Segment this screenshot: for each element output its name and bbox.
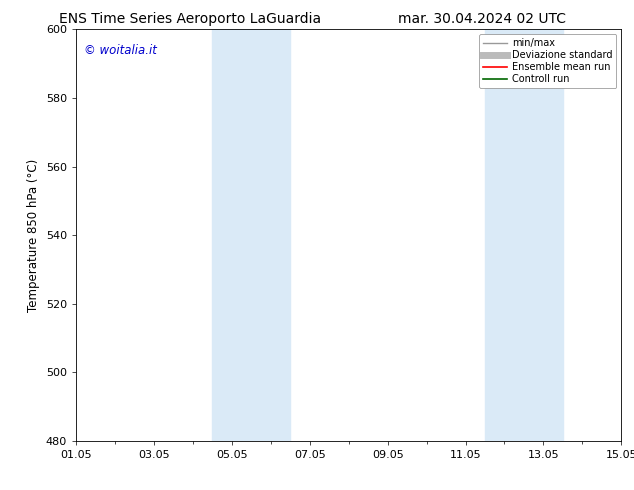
- Text: © woitalia.it: © woitalia.it: [84, 44, 157, 57]
- Text: ENS Time Series Aeroporto LaGuardia: ENS Time Series Aeroporto LaGuardia: [59, 12, 321, 26]
- Bar: [485, 29, 563, 441]
- Text: mar. 30.04.2024 02 UTC: mar. 30.04.2024 02 UTC: [398, 12, 566, 26]
- Legend: min/max, Deviazione standard, Ensemble mean run, Controll run: min/max, Deviazione standard, Ensemble m…: [479, 34, 616, 88]
- Bar: [212, 29, 290, 441]
- Y-axis label: Temperature 850 hPa (°C): Temperature 850 hPa (°C): [27, 159, 40, 312]
